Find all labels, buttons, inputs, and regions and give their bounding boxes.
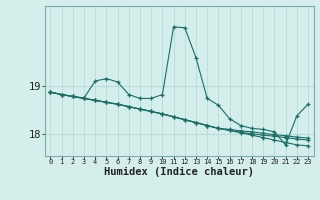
X-axis label: Humidex (Indice chaleur): Humidex (Indice chaleur)	[104, 167, 254, 177]
